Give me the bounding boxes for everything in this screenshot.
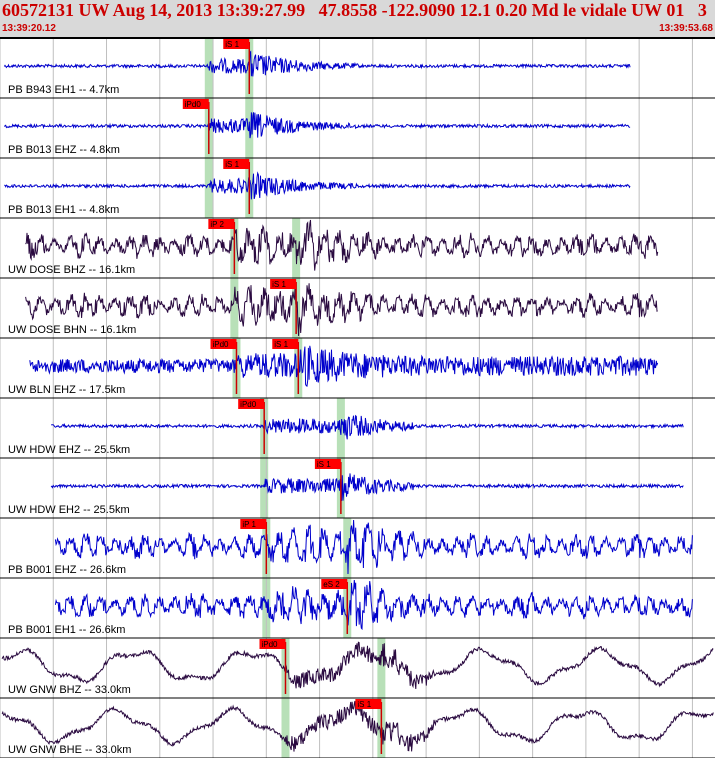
- pick-label: iPd0: [240, 400, 257, 409]
- pick-label: iS 1: [317, 460, 331, 469]
- channel-label: PB B001 EH1 -- 26.6km: [8, 624, 125, 636]
- waveform-trace: [29, 345, 659, 387]
- end-time: 13:39:53.68: [659, 23, 713, 34]
- pick-label-box: [272, 339, 299, 349]
- waveform-trace: [25, 283, 658, 337]
- channel-label: UW HDW EH2 -- 25.5km: [8, 504, 130, 516]
- pick-label: iS 1: [272, 280, 286, 289]
- event-title: 60572131 UW Aug 14, 2013 13:39:27.99 47.…: [2, 0, 707, 20]
- pick-label: eS 2: [323, 580, 340, 589]
- waveform-trace: [1, 641, 714, 690]
- channel-label: UW BLN EHZ -- 17.5km: [8, 384, 125, 396]
- pick-label: iP 1: [242, 520, 256, 529]
- pick-window-band: [281, 698, 290, 758]
- pick-window-band: [260, 458, 269, 518]
- channel-label: PB B013 EH1 -- 4.8km: [8, 204, 119, 216]
- pick-label-box: [208, 219, 235, 229]
- pick-label: iS 1: [274, 340, 288, 349]
- channel-label: UW GNW BHE -- 33.0km: [8, 744, 131, 756]
- pick-label-box: [182, 99, 209, 109]
- pick-label-box: [314, 459, 341, 469]
- waveform-trace: [54, 519, 693, 575]
- channel-label: UW DOSE BHN -- 16.1km: [8, 324, 136, 336]
- waveform-trace: [1, 700, 714, 752]
- channel-label: PB B013 EHZ -- 4.8km: [8, 144, 120, 156]
- pick-label: iS 1: [225, 160, 239, 169]
- pick-window-band: [230, 278, 239, 338]
- pick-label-box: [270, 279, 297, 289]
- pick-label: iS 1: [225, 40, 239, 49]
- pick-label-box: [210, 339, 237, 349]
- seismogram-plot: iS 1 PB B943 EH1 -- 4.7km iPd0 PB B013 EHZ …: [0, 38, 715, 758]
- waveform-trace: [3, 50, 631, 77]
- channel-label: PB B001 EHZ -- 26.6km: [8, 564, 126, 576]
- waveform-trace: [4, 171, 631, 200]
- waveform-trace: [50, 473, 684, 501]
- pick-window-band: [204, 158, 213, 218]
- pick-label-box: [240, 519, 267, 529]
- pick-label-box: [259, 639, 286, 649]
- event-header: 60572131 UW Aug 14, 2013 13:39:27.99 47.…: [0, 0, 715, 38]
- pick-label-box: [238, 399, 265, 409]
- pick-label: iP 2: [210, 220, 224, 229]
- pick-label: iS 1: [357, 700, 371, 709]
- pick-label-box: [223, 159, 250, 169]
- channel-label: UW DOSE BHZ -- 16.1km: [8, 264, 135, 276]
- channel-label: PB B943 EH1 -- 4.7km: [8, 84, 119, 96]
- start-time: 13:39:20.12: [2, 23, 56, 34]
- pick-label-box: [223, 39, 250, 49]
- channel-label: UW HDW EHZ -- 25.5km: [8, 444, 130, 456]
- pick-label: iPd0: [261, 640, 278, 649]
- pick-label: iPd0: [212, 340, 229, 349]
- pick-label-box: [321, 579, 348, 589]
- channel-label: UW GNW BHZ -- 33.0km: [8, 684, 131, 696]
- waveform-trace: [3, 112, 631, 139]
- pick-label-box: [355, 699, 382, 709]
- waveform-trace: [54, 579, 693, 631]
- pick-label: iPd0: [185, 100, 202, 109]
- pick-window-band: [377, 638, 386, 698]
- waveform-trace: [25, 219, 659, 271]
- waveform-trace: [50, 414, 684, 440]
